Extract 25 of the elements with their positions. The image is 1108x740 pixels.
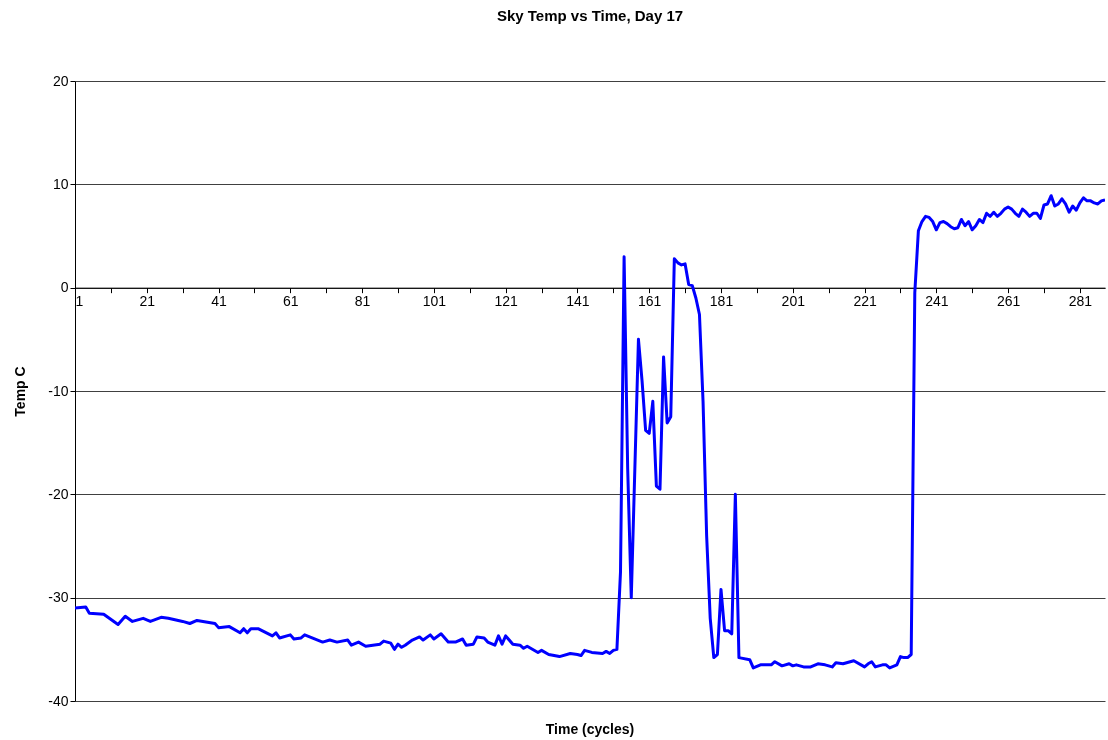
x-tick-label: 281: [1068, 293, 1093, 310]
x-tick-label: 81: [354, 293, 371, 310]
x-tick-label: 1: [75, 293, 84, 310]
x-tick-label: 161: [638, 293, 662, 310]
y-tick-label: 20: [52, 72, 69, 89]
y-tick-label: -20: [48, 485, 69, 502]
y-tick-label: -40: [48, 692, 69, 709]
x-tick-label: 261: [996, 293, 1021, 310]
chart-title: Sky Temp vs Time, Day 17: [496, 7, 684, 24]
y-tick-label: 0: [60, 279, 69, 296]
x-tick-label: 21: [139, 293, 156, 310]
y-tick-label: -30: [48, 589, 69, 606]
x-tick-label: 141: [566, 293, 590, 310]
y-axis-title: Temp C: [12, 366, 29, 417]
x-tick-label: 201: [781, 293, 806, 310]
x-tick-label: 221: [853, 293, 877, 310]
x-tick-label: 121: [494, 293, 519, 310]
y-tick-label: 10: [52, 175, 69, 192]
x-tick-label: 41: [211, 293, 228, 310]
x-tick-label: 181: [709, 293, 734, 310]
x-tick-label: 61: [283, 293, 299, 310]
x-tick-label: 101: [422, 293, 447, 310]
x-tick-label: 241: [925, 293, 949, 310]
x-axis-title: Time (cycles): [545, 721, 635, 737]
y-tick-label: -10: [48, 382, 69, 399]
